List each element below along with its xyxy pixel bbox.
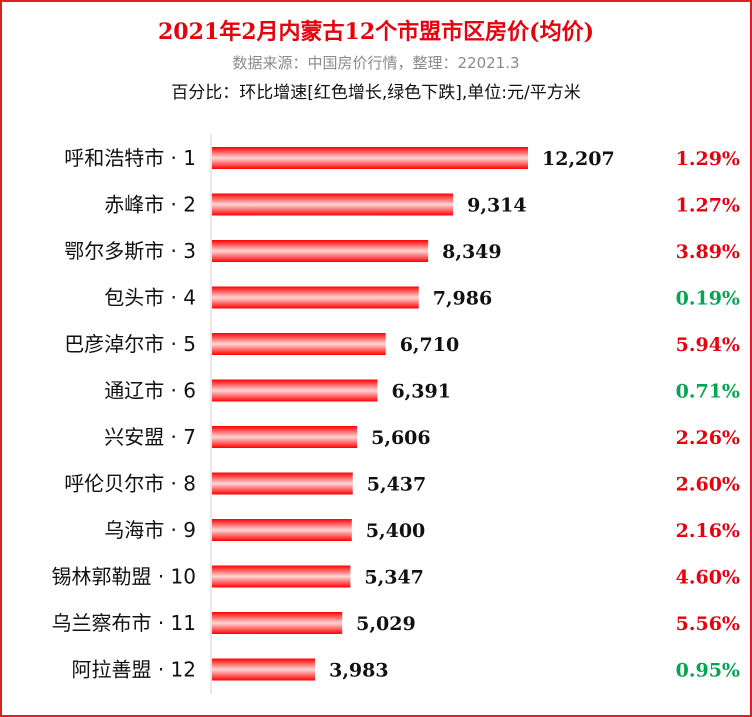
category-label: 锡林郭勒盟 · 10 [51,565,196,589]
change-label: 5.94% [676,334,740,356]
category-label: 呼和浩特市 · 1 [64,146,196,170]
bar [212,519,352,541]
value-label: 5,437 [367,474,427,496]
category-label: 通辽市 · 6 [104,379,196,403]
value-label: 5,347 [364,567,424,589]
change-label: 5.56% [676,613,740,635]
value-label: 6,710 [400,334,460,356]
change-label: 3.89% [676,241,740,263]
value-label: 7,986 [433,288,493,310]
category-label: 巴彦淖尔市 · 5 [64,332,196,356]
bar [212,612,343,634]
bar [212,193,454,216]
value-label: 5,400 [366,520,426,542]
chart-subtitle: 数据来源：中国房价行情，整理：22021.3 [232,54,520,72]
bar [212,426,358,448]
change-label: 2.16% [676,520,740,542]
chart-title: 2021年2月内蒙古12个市盟市区房价(均价) [158,19,594,45]
bar [212,379,378,402]
change-label: 2.26% [676,427,740,449]
bar [212,240,429,262]
change-label: 0.95% [676,660,740,682]
value-label: 8,349 [442,241,502,263]
value-label: 12,207 [542,148,615,170]
bar [212,658,316,681]
value-label: 6,391 [391,381,451,403]
category-label: 乌兰察布市 · 11 [51,611,196,635]
change-label: 2.60% [676,474,740,496]
change-label: 4.60% [676,567,740,589]
value-label: 5,029 [356,613,416,635]
value-label: 3,983 [329,660,389,682]
category-label: 赤峰市 · 2 [104,193,196,217]
value-label: 9,314 [467,195,526,217]
category-label: 乌海市 · 9 [104,518,196,542]
change-label: 1.29% [676,148,740,170]
bar [212,565,351,588]
category-label: 阿拉善盟 · 12 [71,658,196,682]
bar [212,472,353,495]
category-label: 鄂尔多斯市 · 3 [64,239,196,263]
value-label: 5,606 [371,427,431,449]
change-label: 0.19% [676,288,740,310]
bar [212,147,528,169]
category-label: 包头市 · 4 [104,286,196,310]
change-label: 1.27% [676,195,740,217]
bar [212,286,419,309]
category-label: 兴安盟 · 7 [104,425,196,449]
category-label: 呼伦贝尔市 · 8 [64,472,196,496]
bar [212,333,386,355]
change-label: 0.71% [676,381,740,403]
chart-note: 百分比：环比增速[红色增长,绿色下跌],单位:元/平方米 [171,83,581,103]
